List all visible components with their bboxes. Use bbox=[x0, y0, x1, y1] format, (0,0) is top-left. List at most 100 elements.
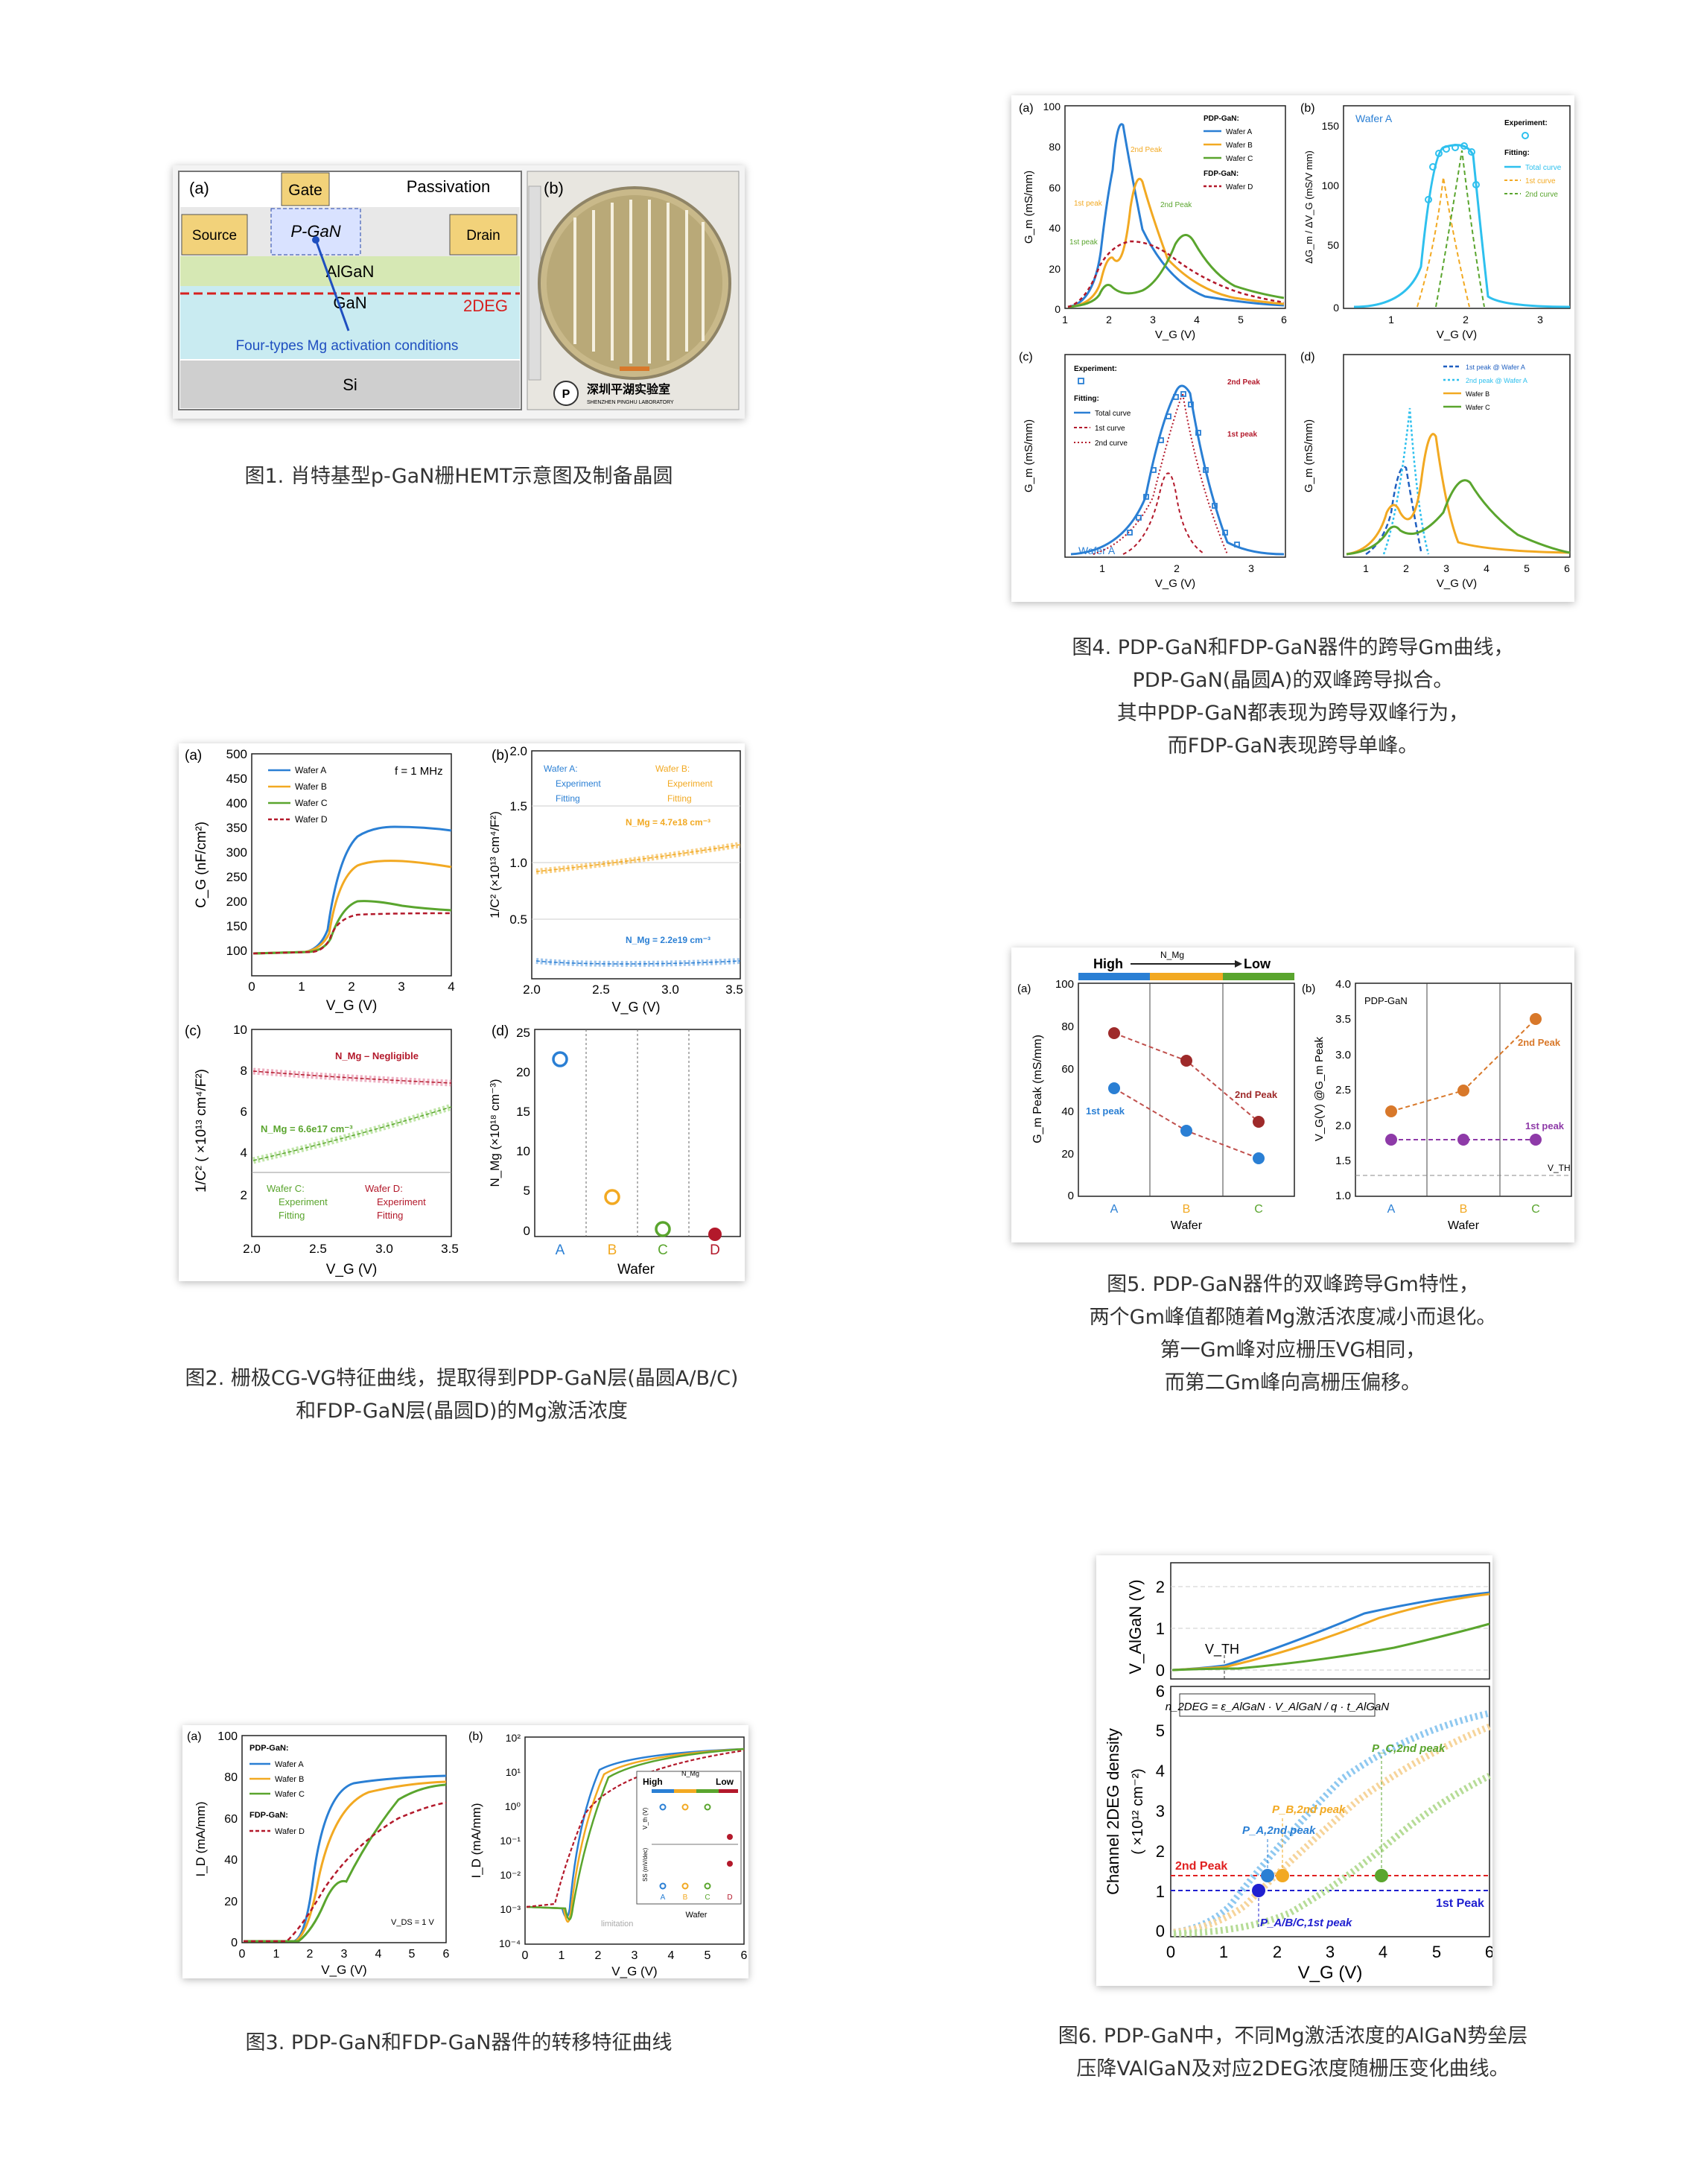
svg-text:15: 15 bbox=[516, 1105, 530, 1119]
svg-text:Wafer: Wafer bbox=[1171, 1219, 1203, 1232]
svg-text:Experiment: Experiment bbox=[377, 1196, 426, 1207]
gate-label: Gate bbox=[288, 182, 322, 199]
svg-text:2: 2 bbox=[241, 1188, 247, 1202]
svg-text:3: 3 bbox=[398, 980, 404, 994]
svg-text:80: 80 bbox=[224, 1771, 238, 1784]
svg-text:1: 1 bbox=[1363, 562, 1369, 574]
svg-text:20: 20 bbox=[516, 1065, 530, 1079]
svg-text:(a): (a) bbox=[189, 179, 209, 197]
svg-text:100: 100 bbox=[1043, 101, 1061, 112]
inset-box bbox=[636, 1771, 742, 1905]
svg-text:10⁻¹: 10⁻¹ bbox=[500, 1835, 521, 1847]
nmg-bar-high bbox=[1078, 973, 1150, 980]
svg-text:( ×10¹² cm⁻²): ( ×10¹² cm⁻²) bbox=[1130, 1768, 1146, 1855]
svg-text:Wafer C: Wafer C bbox=[1466, 404, 1490, 411]
svg-text:1st Peak: 1st Peak bbox=[1436, 1897, 1484, 1910]
svg-text:5: 5 bbox=[1432, 1943, 1441, 1961]
svg-text:150: 150 bbox=[1322, 120, 1340, 132]
svg-text:10: 10 bbox=[233, 1023, 247, 1037]
svg-text:(d): (d) bbox=[492, 1023, 509, 1039]
svg-text:1st peak: 1st peak bbox=[1086, 1105, 1125, 1117]
svg-text:V_G (V): V_G (V) bbox=[1155, 577, 1195, 590]
svg-text:1.5: 1.5 bbox=[1335, 1155, 1351, 1167]
svg-text:(b): (b) bbox=[544, 179, 564, 197]
cg-curve-c bbox=[252, 900, 452, 955]
svg-text:3: 3 bbox=[1443, 562, 1449, 574]
svg-text:2nd Peak: 2nd Peak bbox=[1160, 201, 1192, 209]
gm1-point-c bbox=[1253, 1152, 1265, 1164]
svg-text:300: 300 bbox=[226, 845, 247, 860]
svg-text:Wafer C: Wafer C bbox=[275, 1790, 305, 1799]
svg-text:1.0: 1.0 bbox=[509, 856, 527, 870]
svg-text:Fitting:: Fitting: bbox=[1504, 149, 1530, 157]
svg-text:Drain: Drain bbox=[466, 228, 500, 244]
nmg-point-c bbox=[655, 1221, 671, 1237]
svg-text:Passivation: Passivation bbox=[407, 177, 491, 196]
svg-text:G_m (mS/mm): G_m (mS/mm) bbox=[1303, 419, 1315, 492]
svg-text:5: 5 bbox=[409, 1948, 416, 1961]
svg-text:2nd curve: 2nd curve bbox=[1525, 191, 1558, 199]
svg-text:Channel 2DEG density: Channel 2DEG density bbox=[1104, 1728, 1122, 1895]
svg-text:Fitting: Fitting bbox=[556, 793, 580, 804]
svg-text:(c): (c) bbox=[1019, 351, 1033, 364]
svg-text:1st peak @ Wafer A: 1st peak @ Wafer A bbox=[1466, 364, 1525, 371]
svg-text:2: 2 bbox=[1156, 1578, 1165, 1596]
svg-text:N_Mg = 4.7e18 cm⁻³: N_Mg = 4.7e18 cm⁻³ bbox=[626, 817, 710, 828]
svg-text:3: 3 bbox=[1150, 314, 1156, 326]
gm2-point-a bbox=[1108, 1027, 1120, 1039]
svg-text:AlGaN: AlGaN bbox=[326, 262, 375, 281]
svg-text:FDP-GaN:: FDP-GaN: bbox=[249, 1811, 288, 1820]
svg-text:40: 40 bbox=[1049, 222, 1061, 234]
svg-text:ΔG_m / ΔV_G (mS/V mm): ΔG_m / ΔV_G (mS/V mm) bbox=[1303, 150, 1314, 264]
svg-text:(b): (b) bbox=[468, 1730, 483, 1743]
svg-text:5: 5 bbox=[1156, 1721, 1165, 1740]
caption-fig2: 图2. 栅极CG-VG特征曲线，提取得到PDP-GaN层(晶圆A/B/C) 和F… bbox=[185, 1367, 739, 1423]
svg-text:5: 5 bbox=[1524, 562, 1530, 574]
svg-text:Total curve: Total curve bbox=[1525, 164, 1562, 172]
svg-text:V_AlGaN (V): V_AlGaN (V) bbox=[1126, 1579, 1145, 1674]
svg-text:40: 40 bbox=[224, 1854, 238, 1867]
svg-text:C: C bbox=[658, 1242, 668, 1258]
svg-text:(c): (c) bbox=[185, 1023, 201, 1039]
svg-text:10²: 10² bbox=[506, 1732, 521, 1744]
svg-text:P_A,2nd peak: P_A,2nd peak bbox=[1242, 1824, 1316, 1837]
svg-text:2: 2 bbox=[1403, 562, 1409, 574]
svg-text:Wafer B: Wafer B bbox=[1466, 390, 1489, 398]
svg-text:(b): (b) bbox=[1302, 983, 1315, 995]
svg-text:20: 20 bbox=[1049, 263, 1061, 275]
svg-text:6: 6 bbox=[741, 1949, 748, 1962]
svg-text:C: C bbox=[1531, 1203, 1540, 1216]
svg-text:2: 2 bbox=[1463, 314, 1469, 326]
svg-text:3.0: 3.0 bbox=[375, 1242, 393, 1256]
svg-text:High: High bbox=[643, 1777, 663, 1787]
svg-text:Fitting: Fitting bbox=[279, 1210, 305, 1221]
svg-text:1st curve: 1st curve bbox=[1095, 425, 1125, 433]
svg-text:0: 0 bbox=[1156, 1922, 1165, 1940]
svg-text:SS (mV/dec): SS (mV/dec) bbox=[642, 1847, 649, 1882]
svg-text:3: 3 bbox=[341, 1948, 348, 1961]
svg-text:5: 5 bbox=[705, 1949, 711, 1962]
svg-text:80: 80 bbox=[1049, 141, 1061, 153]
svg-text:Wafer B: Wafer B bbox=[275, 1775, 304, 1784]
svg-text:150: 150 bbox=[226, 919, 247, 933]
svg-text:0: 0 bbox=[248, 980, 255, 994]
svg-text:V_th (V): V_th (V) bbox=[642, 1807, 649, 1829]
svg-text:2.0: 2.0 bbox=[243, 1242, 261, 1256]
svg-text:1st peak: 1st peak bbox=[1227, 431, 1257, 439]
svg-text:A: A bbox=[1387, 1203, 1396, 1216]
svg-text:2.0: 2.0 bbox=[1335, 1120, 1351, 1132]
svg-text:4: 4 bbox=[1484, 562, 1489, 574]
svg-text:4: 4 bbox=[241, 1146, 247, 1160]
svg-text:100: 100 bbox=[1055, 978, 1074, 991]
figure-1: (a) Gate Passivation Source Drain P-GaN … bbox=[173, 165, 745, 419]
svg-text:N_Mg – Negligible: N_Mg – Negligible bbox=[335, 1050, 419, 1061]
svg-text:1: 1 bbox=[1062, 314, 1068, 326]
svg-text:1: 1 bbox=[1156, 1619, 1165, 1638]
caption-fig5: 图5. PDP-GaN器件的双峰跨导Gm特性， 两个Gm峰值都随着Mg激活浓度减… bbox=[1089, 1273, 1497, 1394]
svg-text:Wafer B: Wafer B bbox=[1226, 142, 1253, 150]
svg-text:2: 2 bbox=[348, 980, 354, 994]
svg-text:2: 2 bbox=[595, 1949, 602, 1962]
